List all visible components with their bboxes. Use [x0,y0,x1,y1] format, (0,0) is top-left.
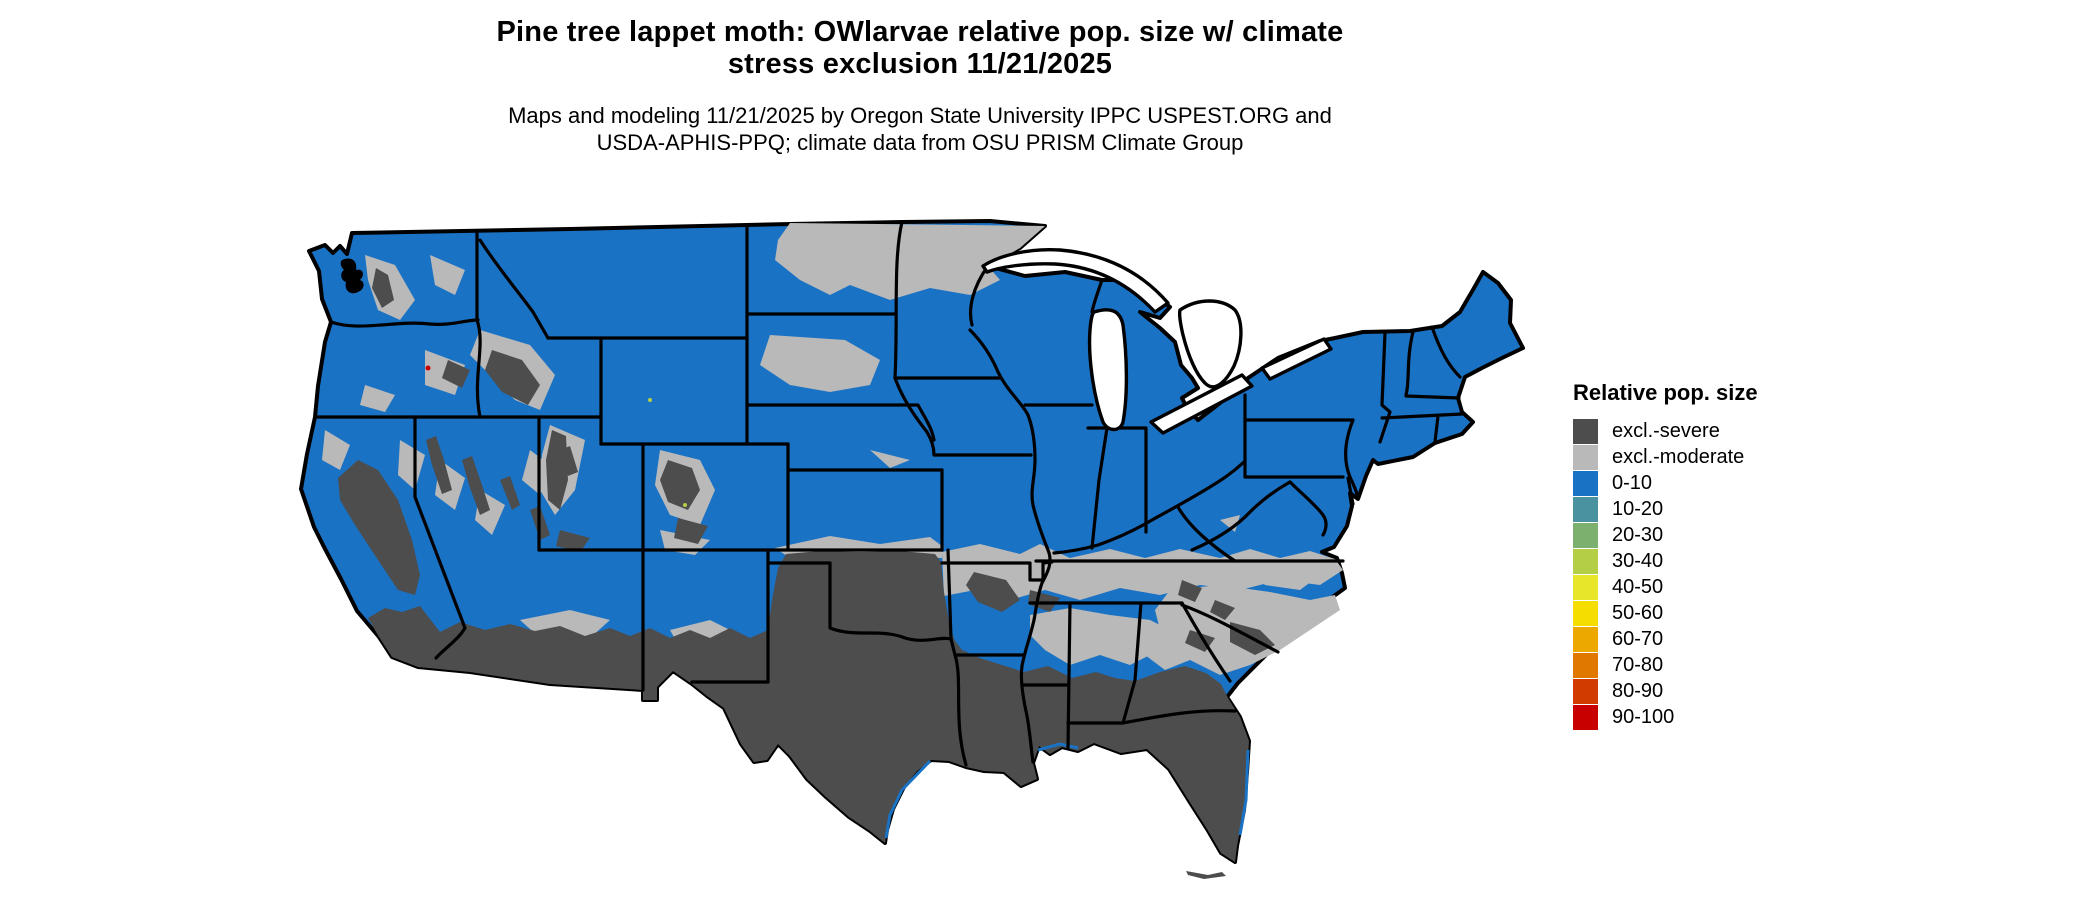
legend-item: 50-60 [1573,600,1873,626]
legend-swatch [1573,704,1598,730]
coastal-blue-slivers [884,742,1250,839]
legend-item: 40-50 [1573,574,1873,600]
legend-item: 0-10 [1573,470,1873,496]
state-borders [313,220,1464,767]
legend-label: 0-10 [1612,471,1653,494]
legend-label: excl.-moderate [1612,445,1745,468]
legend-item: 90-100 [1573,704,1873,730]
legend-swatch [1573,652,1598,678]
map-subtitle-line-1: Maps and modeling 11/21/2025 by Oregon S… [508,103,1332,128]
header: Pine tree lappet moth: OWlarvae relative… [0,16,1840,156]
legend-label: 10-20 [1612,497,1664,520]
great-lakes [981,247,1333,435]
map-title-line-2: stress exclusion 11/21/2025 [727,48,1113,80]
legend-swatch [1573,522,1598,548]
legend-swatch [1573,418,1598,444]
legend-item: excl.-severe [1573,418,1873,444]
map-subtitle: Maps and modeling 11/21/2025 by Oregon S… [0,102,1840,156]
legend-item: 20-30 [1573,522,1873,548]
map-canvas [299,219,1525,879]
legend-swatch [1573,496,1598,522]
legend-items: excl.-severe excl.-moderate 0-10 10-20 20-30… [1573,418,1873,730]
legend-item: 70-80 [1573,652,1873,678]
legend-label: 80-90 [1612,679,1664,702]
legend: Relative pop. size excl.-severe excl.-mod… [1573,380,1873,730]
legend-label: 70-80 [1612,653,1664,676]
legend-swatch [1573,548,1598,574]
legend-swatch [1573,470,1598,496]
legend-swatch [1573,600,1598,626]
excl-severe-regions [338,268,1275,879]
map-subtitle-line-2: USDA-APHIS-PPQ; climate data from OSU PR… [596,130,1244,155]
legend-label: 30-40 [1612,549,1664,572]
puget-sound [340,258,364,294]
lake-erie [1149,373,1254,435]
legend-swatch [1573,444,1598,470]
legend-item: excl.-moderate [1573,444,1873,470]
map-title-line-1: Pine tree lappet moth: OWlarvae relative… [496,16,1344,48]
lake-huron [1177,299,1243,389]
legend-swatch [1573,626,1598,652]
legend-swatch [1573,678,1598,704]
us-choropleth-map [230,160,1560,892]
legend-label: 60-70 [1612,627,1664,650]
legend-item: 80-90 [1573,678,1873,704]
legend-item: 10-20 [1573,496,1873,522]
lake-ontario [1260,337,1333,381]
lake-superior [981,247,1170,314]
legend-label: 90-100 [1612,705,1675,728]
legend-title: Relative pop. size [1573,380,1758,405]
legend-item: 30-40 [1573,548,1873,574]
legend-label: 20-30 [1612,523,1664,546]
lake-michigan [1087,308,1129,432]
legend-item: 60-70 [1573,626,1873,652]
legend-label: 50-60 [1612,601,1664,624]
legend-swatch [1573,574,1598,600]
legend-label: excl.-severe [1612,419,1720,442]
legend-label: 40-50 [1612,575,1664,598]
value-specks [425,365,687,507]
